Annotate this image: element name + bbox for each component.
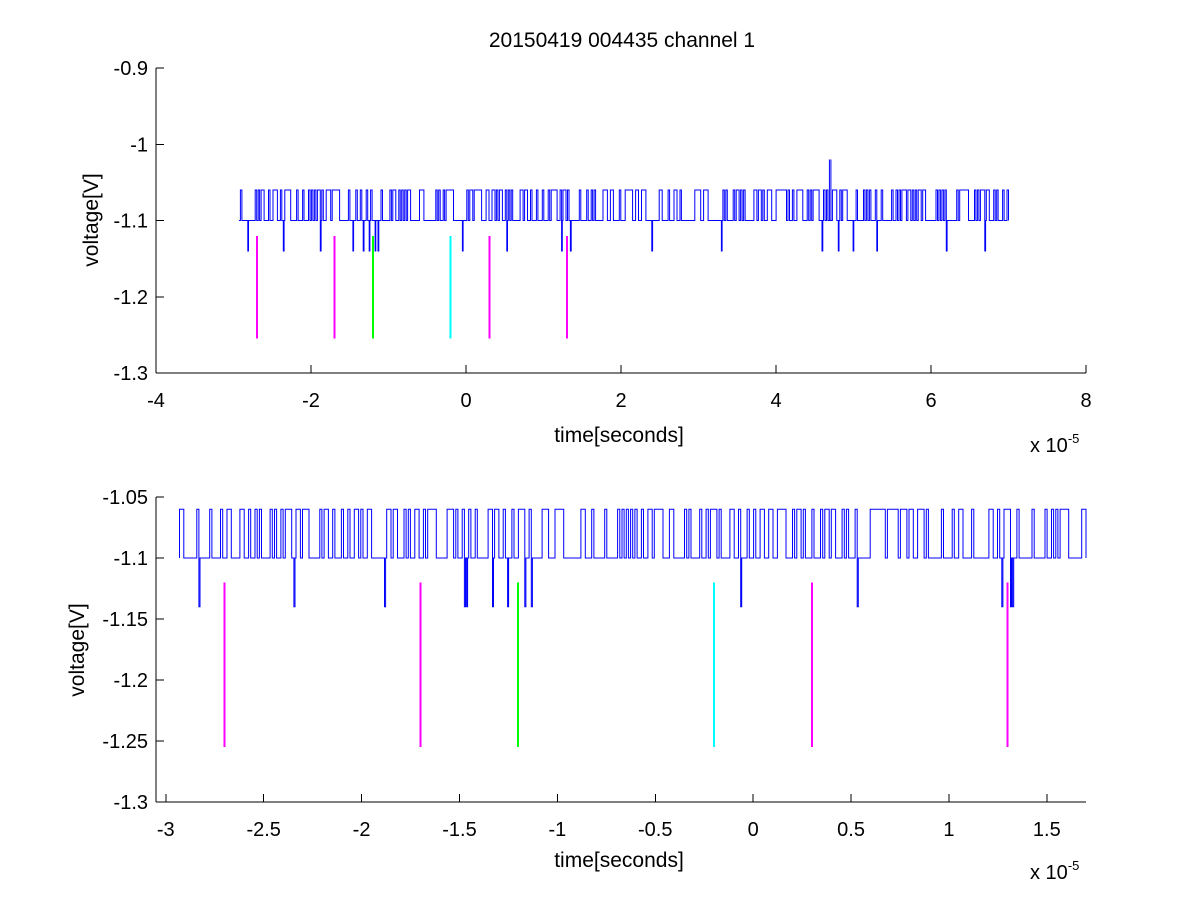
top-axes-multiplier-exponent: -5	[1068, 431, 1080, 446]
figure-title: 20150419 004435 channel 1	[489, 29, 755, 52]
bottom-axes-y-tick-label: -1.05	[102, 487, 148, 509]
top-axes-y-tick-label: -1.3	[114, 363, 148, 385]
top-axes-y-tick-label: -1.2	[114, 287, 148, 309]
bottom-axes-y-label: voltage[V]	[66, 603, 89, 696]
bottom-axes-x-tick-label: -1	[548, 819, 566, 841]
bottom-axes-y-tick-label: -1.25	[102, 731, 148, 753]
bottom-axes-x-tick-label: 1	[943, 819, 954, 841]
top-axes-y-tick-label: -0.9	[114, 58, 148, 80]
bottom-axes-y-tick-label: -1.2	[114, 670, 148, 692]
top-axes-x-tick-label: 6	[925, 390, 936, 412]
top-axes-x-tick-label: 4	[770, 390, 781, 412]
bottom-axes-y-tick-label: -1.1	[114, 548, 148, 570]
top-axes-voltage-trace	[238, 159, 1009, 252]
bottom-axes-multiplier: x 10-5	[1030, 858, 1079, 884]
bottom-axes: -3 -2.5 -2 -1.5 -1 -0.5 0 0.5 1 1.5 -1.05 -1.1 -1.15…	[66, 487, 1087, 884]
bottom-axes-y-tick-label: -1.15	[102, 609, 148, 631]
bottom-axes-x-tick-label: 0	[748, 819, 759, 841]
top-axes-y-tick-label: -1.1	[114, 211, 148, 233]
bottom-axes-x-tick-label: -2.5	[246, 819, 280, 841]
top-axes-x-tick-label: -2	[302, 390, 320, 412]
bottom-axes-multiplier-exponent: -5	[1068, 858, 1080, 873]
bottom-axes-y-tick-label: -1.3	[114, 792, 148, 814]
bottom-axes-x-tick-label: -2	[353, 819, 371, 841]
bottom-axes-x-tick-label: -1.5	[442, 819, 476, 841]
top-axes-multiplier-base: x 10	[1030, 435, 1068, 457]
top-axes-x-label: time[seconds]	[554, 424, 684, 447]
top-axes-y-tick-label: -1	[130, 134, 148, 156]
bottom-axes-voltage-trace	[179, 508, 1087, 608]
top-axes-x-tick-label: 0	[460, 390, 471, 412]
bottom-axes-multiplier-base: x 10	[1030, 862, 1068, 884]
top-axes-multiplier: x 10-5	[1030, 431, 1079, 457]
top-axes-x-tick-label: 8	[1080, 390, 1091, 412]
bottom-axes-x-tick-label: -3	[157, 819, 175, 841]
bottom-axes-x-tick-label: 0.5	[837, 819, 865, 841]
bottom-axes-x-tick-label: -0.5	[638, 819, 672, 841]
bottom-axes-x-label: time[seconds]	[554, 849, 684, 872]
bottom-axes-x-tick-label: 1.5	[1033, 819, 1061, 841]
top-axes-x-tick-label: -4	[147, 390, 165, 412]
top-axes-x-tick-label: 2	[615, 390, 626, 412]
top-axes: -4 -2 0 2 4 6 8 -0.9 -1 -1.1 -1.2 -1.3 time[seconds…	[80, 58, 1092, 457]
top-axes-y-label: voltage[V]	[80, 173, 103, 266]
